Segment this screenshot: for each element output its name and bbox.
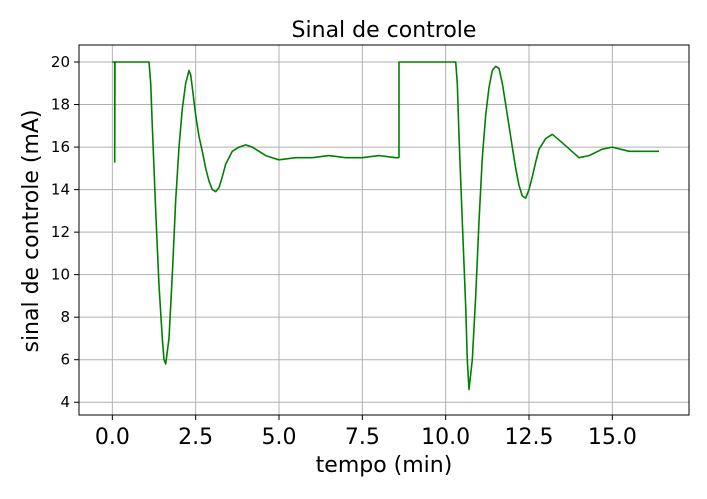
- plot-area: [112, 61, 659, 391]
- y-axis-label: sinal de controle (mA): [19, 109, 44, 352]
- series-line: [398, 61, 659, 391]
- y-tick-label: 8: [60, 308, 70, 326]
- y-tick-label: 20: [51, 53, 70, 71]
- y-tick-label: 12: [51, 223, 70, 241]
- ticks: 0.0 2.5 5.0 7.5 10.0 12.5 15.0 4 6 8 10 12 14 16 18 20: [51, 53, 637, 450]
- y-tick-label: 10: [51, 266, 70, 284]
- y-tick-label: 16: [51, 138, 70, 156]
- y-tick-label: 18: [51, 96, 70, 114]
- chart-title: Sinal de controle: [292, 18, 477, 43]
- x-tick-label: 5.0: [262, 425, 297, 450]
- y-tick-label: 14: [51, 181, 70, 199]
- grid: [79, 45, 689, 415]
- axes-frame: [78, 44, 690, 416]
- x-tick-label: 10.0: [421, 425, 470, 450]
- series-line: [112, 61, 399, 365]
- y-tick-label: 4: [60, 393, 70, 411]
- x-tick-label: 7.5: [345, 425, 380, 450]
- y-tick-label: 6: [60, 351, 70, 369]
- x-tick-label: 15.0: [588, 425, 637, 450]
- x-axis-label: tempo (min): [316, 453, 453, 478]
- x-tick-label: 12.5: [505, 425, 554, 450]
- x-tick-label: 2.5: [178, 425, 213, 450]
- x-tick-label: 0.0: [95, 425, 130, 450]
